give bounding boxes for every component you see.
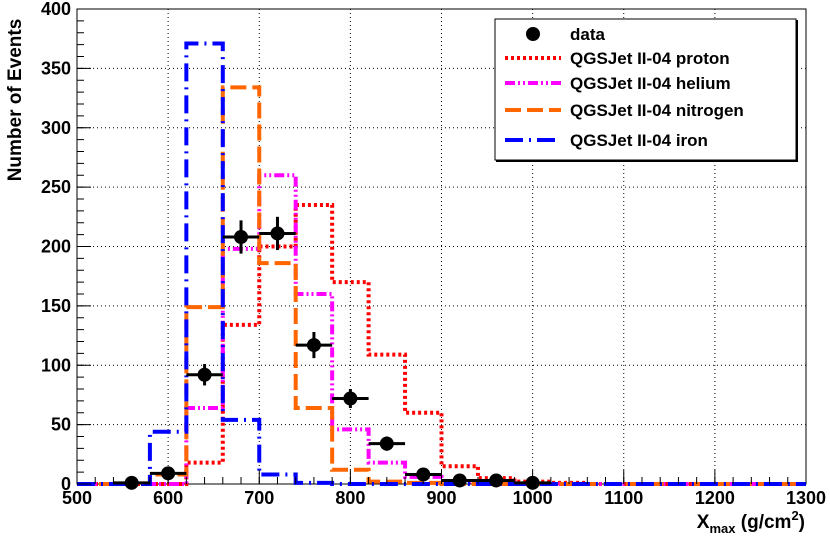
x-axis-title-sup: 2 <box>791 508 798 523</box>
x-tick-label: 800 <box>335 488 365 508</box>
y-tick-label: 150 <box>41 296 71 316</box>
x-tick-label: 1100 <box>604 488 643 508</box>
legend: data QGSJet II-04 proton QGSJet II-04 heli… <box>494 18 798 162</box>
x-tick-label: 1000 <box>513 488 553 508</box>
data-point <box>332 389 369 408</box>
x-axis-title-close: ) <box>799 512 805 533</box>
legend-box <box>494 18 797 161</box>
data-point <box>405 467 442 482</box>
data-marker <box>197 367 212 382</box>
data-marker <box>343 391 358 406</box>
x-axis-title-unit: (g/cm <box>735 512 791 533</box>
x-tick-label: 600 <box>153 488 183 508</box>
legend-label: QGSJet II-04 nitrogen <box>570 101 744 120</box>
y-tick-label: 300 <box>41 118 71 138</box>
x-tick-label: 900 <box>426 488 456 508</box>
data-marker <box>270 226 285 241</box>
data-point <box>222 220 260 254</box>
legend-label: QGSJet II-04 proton <box>570 49 730 68</box>
legend-label: QGSJet II-04 iron <box>570 131 708 150</box>
y-axis-title: Number of Events <box>5 19 26 182</box>
data-point <box>259 216 296 251</box>
data-point <box>295 332 333 359</box>
y-tick-label: 0 <box>61 474 71 494</box>
legend-shadow <box>496 160 797 162</box>
data-point <box>186 364 223 386</box>
y-tick-label: 100 <box>41 355 71 375</box>
y-tick-label: 400 <box>41 0 71 19</box>
legend-label-data: data <box>570 25 606 44</box>
x-tick-label: 1200 <box>695 488 735 508</box>
x-axis-title-sub: max <box>709 521 736 536</box>
y-tick-label: 250 <box>41 177 71 197</box>
x-axis-title-main: X <box>697 512 710 533</box>
data-marker <box>234 230 249 244</box>
x-tick-label: 500 <box>62 488 92 508</box>
y-tick-label: 200 <box>41 237 71 257</box>
x-tick-label: 700 <box>244 488 274 508</box>
y-tick-label: 50 <box>51 415 71 435</box>
data-marker <box>416 467 431 482</box>
x-tick-label: 1300 <box>786 488 826 508</box>
data-marker <box>379 436 394 451</box>
data-point <box>368 436 406 451</box>
data-points <box>113 216 551 490</box>
axes: 500 600 700 800 900 1000 1100 1200 1300 0 50 100 150… <box>41 0 826 508</box>
legend-marker-data <box>526 27 540 41</box>
legend-label: QGSJet II-04 helium <box>570 74 731 93</box>
grid <box>77 9 806 484</box>
data-marker <box>306 338 321 353</box>
x-axis-title: Xmax (g/cm2) <box>697 508 805 536</box>
y-tick-label: 350 <box>41 58 71 78</box>
legend-shadow <box>796 20 798 162</box>
